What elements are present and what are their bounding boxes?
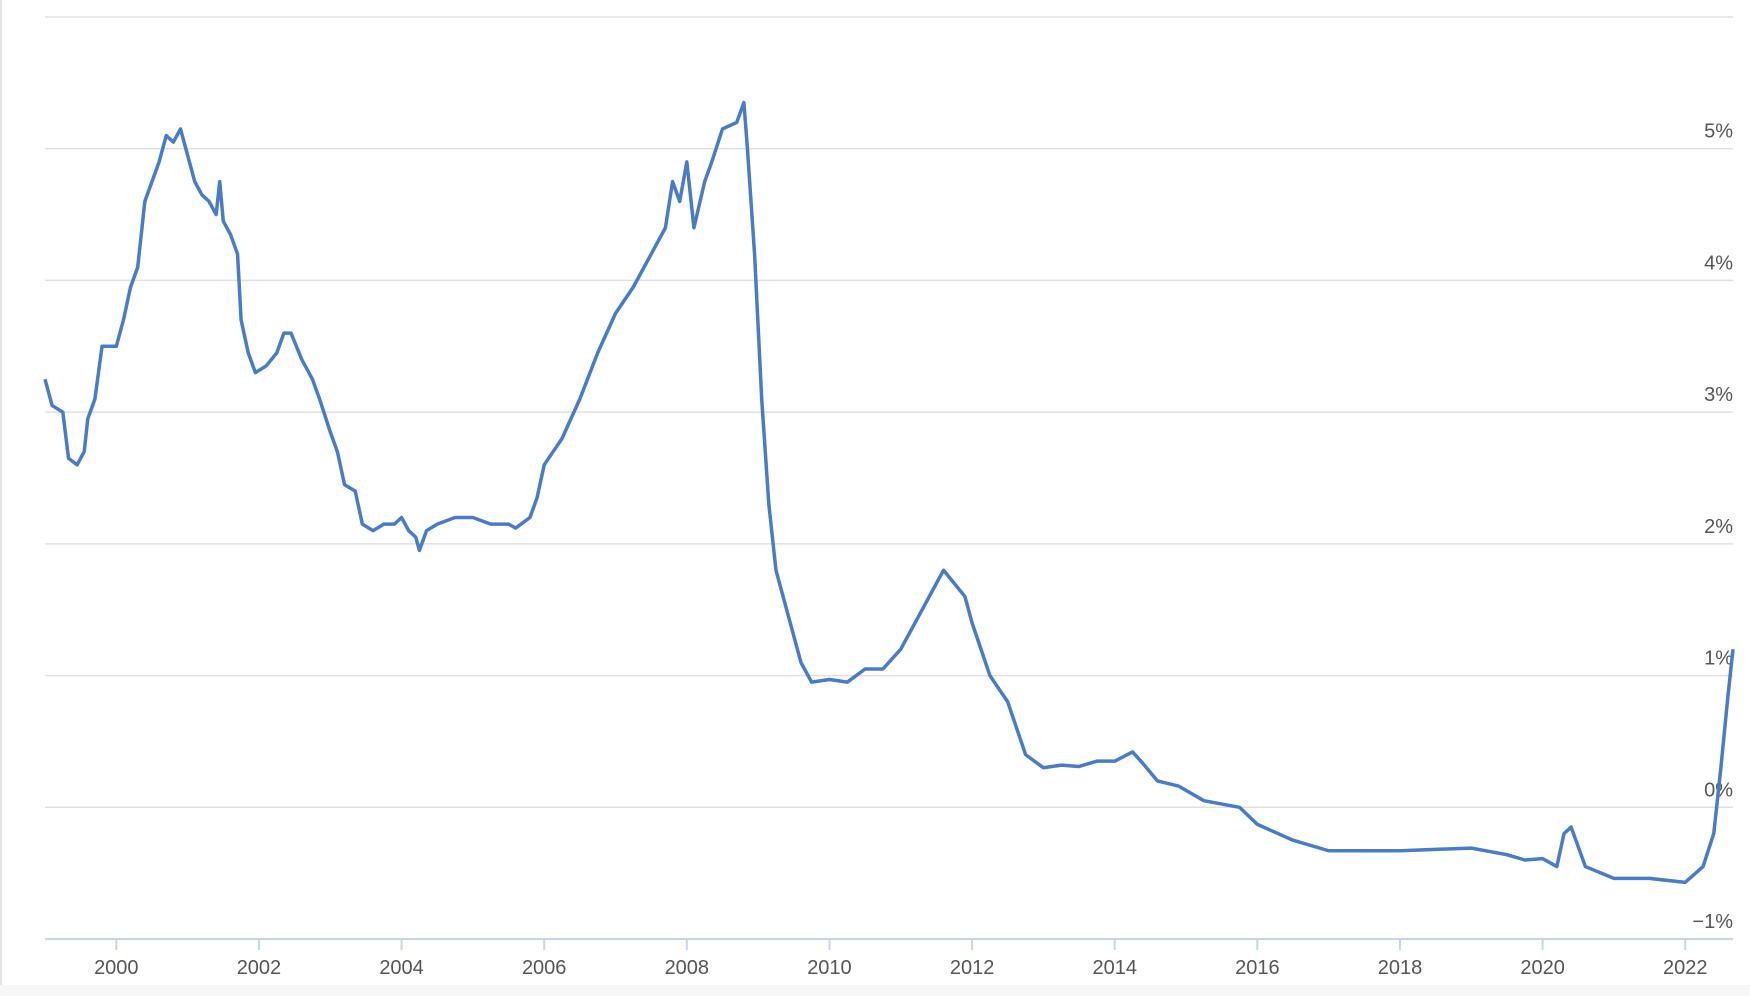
y-tick-label: 2% [1704, 516, 1733, 538]
y-tick-label: 5% [1704, 121, 1733, 143]
x-tick-label: 2018 [1378, 957, 1423, 979]
y-tick-label: 4% [1704, 252, 1733, 274]
x-tick-label: 2016 [1235, 957, 1280, 979]
y-tick-label: 3% [1704, 384, 1733, 406]
x-tick-label: 2012 [950, 957, 995, 979]
x-tick-label: 2022 [1663, 957, 1708, 979]
y-tick-label: 1% [1704, 648, 1733, 670]
x-tick-label: 2006 [522, 957, 567, 979]
x-tick-label: 2014 [1092, 957, 1137, 979]
bottom-strip [0, 985, 1750, 996]
line-series [43, 100, 1735, 885]
x-tick-label: 2020 [1520, 957, 1565, 979]
y-tick-label: −1% [1692, 911, 1733, 933]
x-tick-label: 2008 [665, 957, 710, 979]
x-tick-label: 2002 [237, 957, 282, 979]
x-tick-label: 2004 [379, 957, 424, 979]
x-tick-label: 2010 [807, 957, 852, 979]
x-tick-label: 2000 [94, 957, 139, 979]
